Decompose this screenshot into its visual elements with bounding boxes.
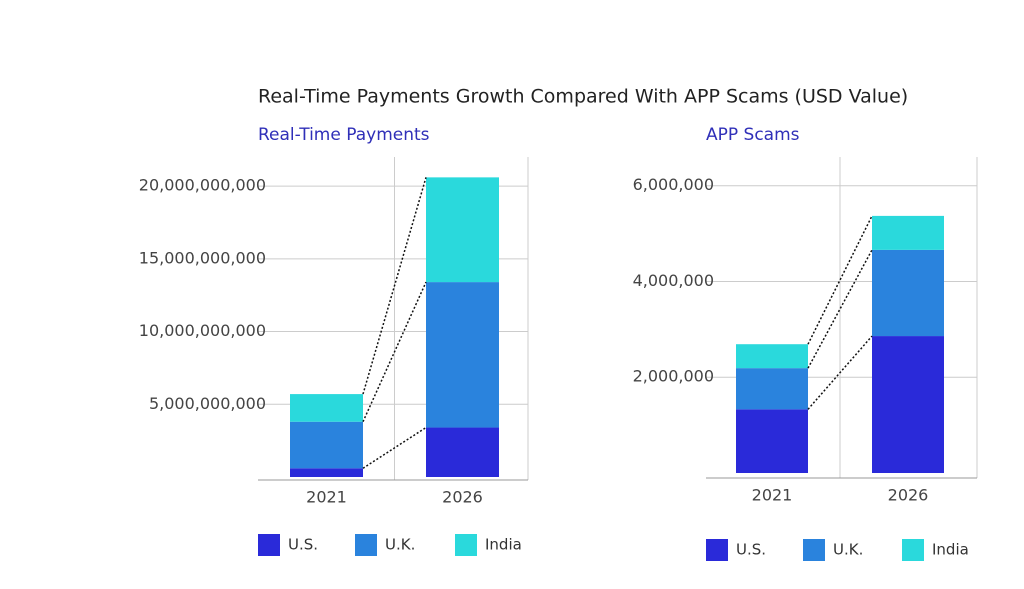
bar-segment [290,421,363,469]
y-tick-label: 15,000,000,000 [139,248,266,267]
connector [807,335,873,410]
bar-segment [872,336,944,473]
y-tick-label: 4,000,000 [633,271,714,290]
bar-segment [290,394,363,422]
bar-segment [426,427,499,477]
legend-swatch [902,539,924,561]
bar-segment [736,368,808,410]
legend-swatch [455,534,477,556]
legend-label: India [932,541,969,559]
bar-segment [872,249,944,337]
connector [362,281,427,423]
bar-segment [872,215,944,250]
legend-label: U.K. [385,536,415,554]
legend-label: U.S. [736,541,766,559]
x-tick-label: 2021 [752,486,793,505]
y-tick-label: 2,000,000 [633,367,714,386]
bar-segment [736,344,808,369]
y-tick-label: 20,000,000,000 [139,176,266,195]
y-tick-label: 6,000,000 [633,175,714,194]
main-title: Real-Time Payments Growth Compared With … [258,86,908,108]
x-tick-label: 2021 [306,488,347,507]
legend-swatch [355,534,377,556]
connector [362,426,427,469]
bar-segment [426,177,499,283]
legend-swatch [803,539,825,561]
legend-label: India [485,536,522,554]
y-tick-label: 10,000,000,000 [139,321,266,340]
connector [362,177,427,395]
x-tick-label: 2026 [442,488,483,507]
bar-segment [290,468,363,477]
legend-label: U.K. [833,541,863,559]
connector [807,249,873,369]
bar-segment [426,282,499,428]
bar-segment [736,409,808,473]
chart-subtitle: Real-Time Payments [258,125,430,145]
y-tick-label: 5,000,000,000 [149,394,266,413]
x-tick-label: 2026 [888,486,929,505]
legend-swatch [258,534,280,556]
legend-label: U.S. [288,536,318,554]
chart-subtitle: APP Scams [706,125,800,145]
legend-swatch [706,539,728,561]
